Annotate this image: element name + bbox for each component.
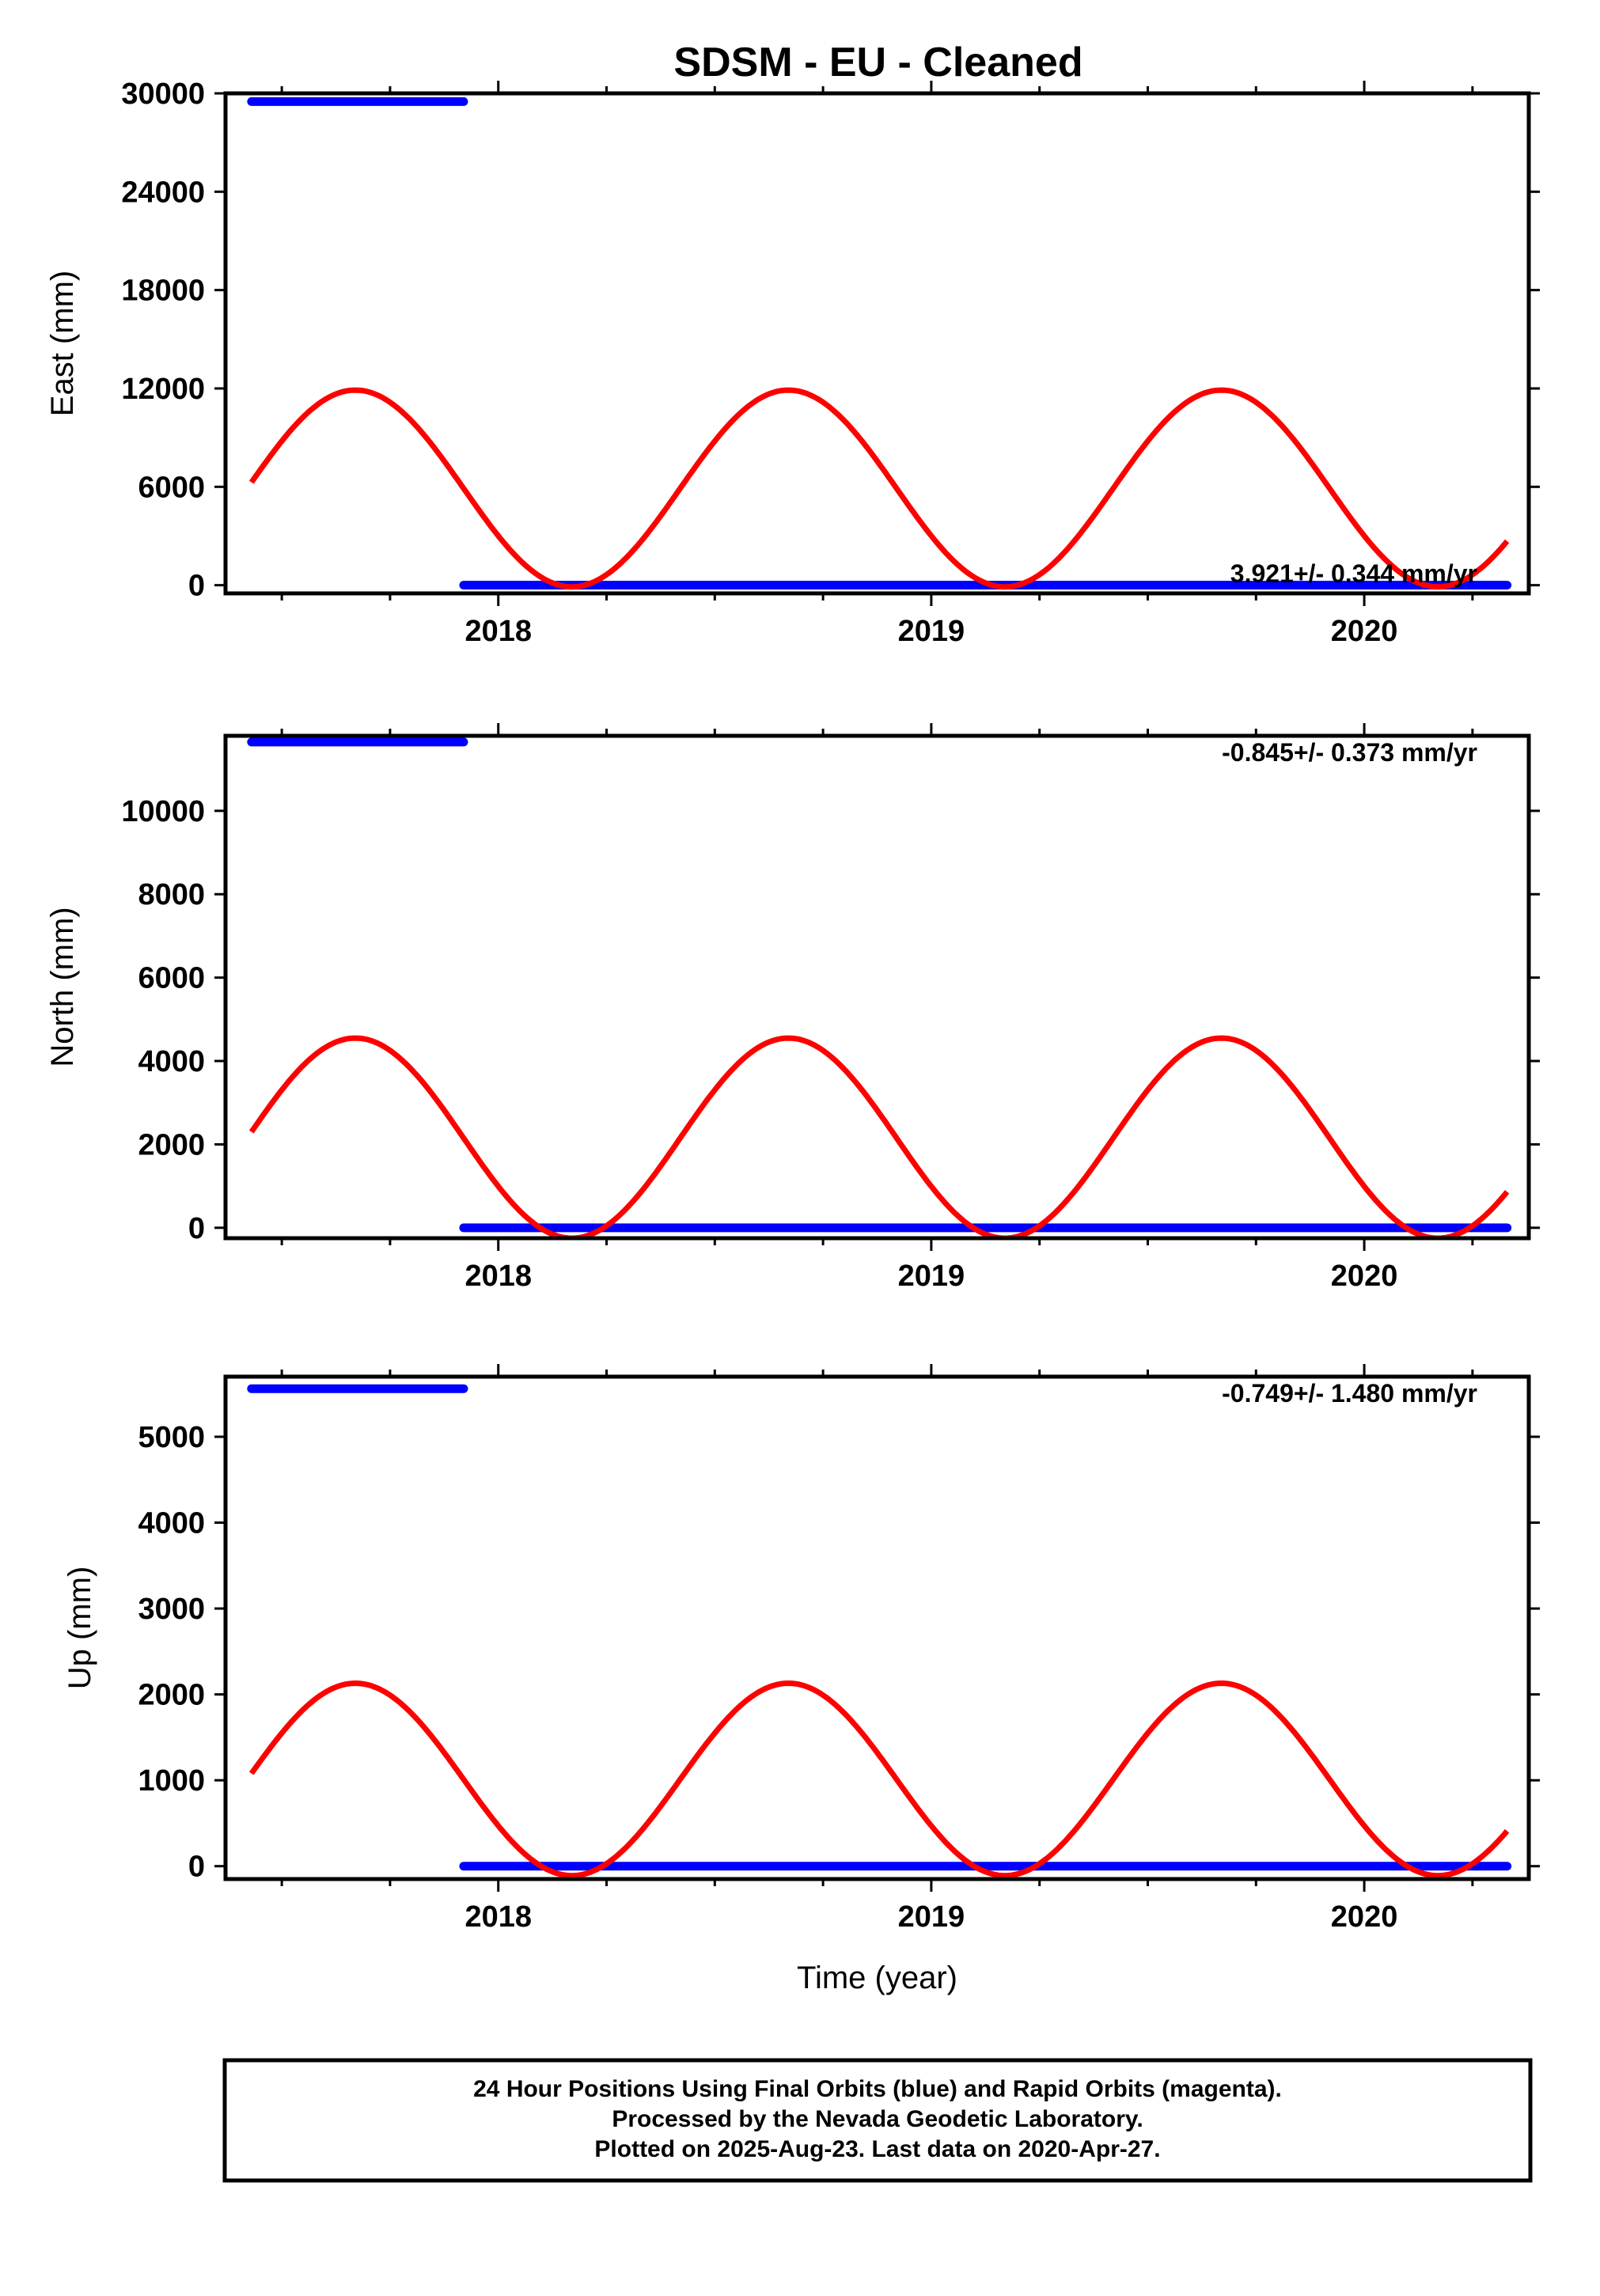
up-plot-frame [223, 1374, 1531, 1881]
north-seasonal-model-line [248, 1035, 1510, 1238]
footer-line-1: 24 Hour Positions Using Final Orbits (bl… [473, 2076, 1282, 2102]
east-ytick-label: 12000 [121, 373, 205, 406]
east-ytick-label: 30000 [121, 78, 205, 111]
footer-box: 24 Hour Positions Using Final Orbits (bl… [222, 2058, 1533, 2183]
north-ytick-label: 0 [188, 1212, 205, 1245]
up-ylabel: Up (mm) [63, 1567, 97, 1690]
east-ytick-label: 24000 [121, 176, 205, 209]
north-rate-label: -0.845+/- 0.373 mm/yr [1222, 738, 1477, 767]
up-data-layer [247, 1384, 1512, 1879]
up-xtick-label: 2020 [1331, 1900, 1398, 1934]
north-plot-frame [223, 733, 1531, 1241]
up-ytick-label: 2000 [138, 1679, 205, 1712]
east-plot-frame [223, 91, 1531, 596]
up-seasonal-model-line [248, 1680, 1510, 1879]
up-xtick-label: 2018 [464, 1900, 532, 1934]
north-ytick-label: 2000 [138, 1128, 205, 1161]
east-ytick-label: 18000 [121, 275, 205, 308]
east-xtick-label: 2020 [1331, 615, 1398, 648]
footer-frame [222, 2058, 1533, 2183]
north-xtick-label: 2019 [898, 1260, 965, 1293]
east-xtick-label: 2018 [464, 615, 532, 648]
north-panel: 0 2000 4000 6000 8000 10000 2018 2019 2020 North … [45, 723, 1540, 1293]
up-xtick-label: 2019 [898, 1900, 965, 1934]
north-ytick-label: 4000 [138, 1045, 205, 1078]
up-ytick-label: 5000 [138, 1421, 205, 1454]
up-ytick-label: 1000 [138, 1764, 205, 1798]
footer-line-3: Plotted on 2025-Aug-23. Last data on 202… [594, 2136, 1160, 2162]
north-data-layer [247, 737, 1512, 1238]
up-ytick-label: 0 [188, 1851, 205, 1884]
footer-line-2: Processed by the Nevada Geodetic Laborat… [612, 2106, 1143, 2132]
north-ytick-label: 8000 [138, 878, 205, 911]
east-ytick-label: 0 [188, 570, 205, 603]
up-xlabel: Time (year) [797, 1961, 957, 1995]
north-xtick-label: 2020 [1331, 1260, 1398, 1293]
up-rate-label: -0.749+/- 1.480 mm/yr [1222, 1379, 1477, 1408]
figure-title: SDSM - EU - Cleaned [673, 40, 1082, 85]
north-ytick-label: 10000 [121, 795, 205, 828]
north-xtick-label: 2018 [464, 1260, 532, 1293]
east-data-layer [247, 97, 1512, 590]
east-xtick-label: 2019 [898, 615, 965, 648]
north-ylabel: North (mm) [45, 907, 80, 1067]
east-panel: 0 6000 12000 18000 24000 30000 2018 2019 2020 Eas… [45, 78, 1540, 648]
up-panel: 0 1000 2000 3000 4000 5000 2018 2019 2020 Up (mm)… [63, 1364, 1540, 1995]
east-ytick-label: 6000 [138, 471, 205, 504]
east-ylabel: East (mm) [45, 271, 80, 416]
up-ytick-label: 3000 [138, 1593, 205, 1626]
north-ytick-label: 6000 [138, 962, 205, 995]
up-ytick-label: 4000 [138, 1507, 205, 1540]
east-seasonal-model-line [248, 387, 1510, 590]
east-rate-label: 3.921+/- 0.344 mm/yr [1230, 559, 1477, 588]
